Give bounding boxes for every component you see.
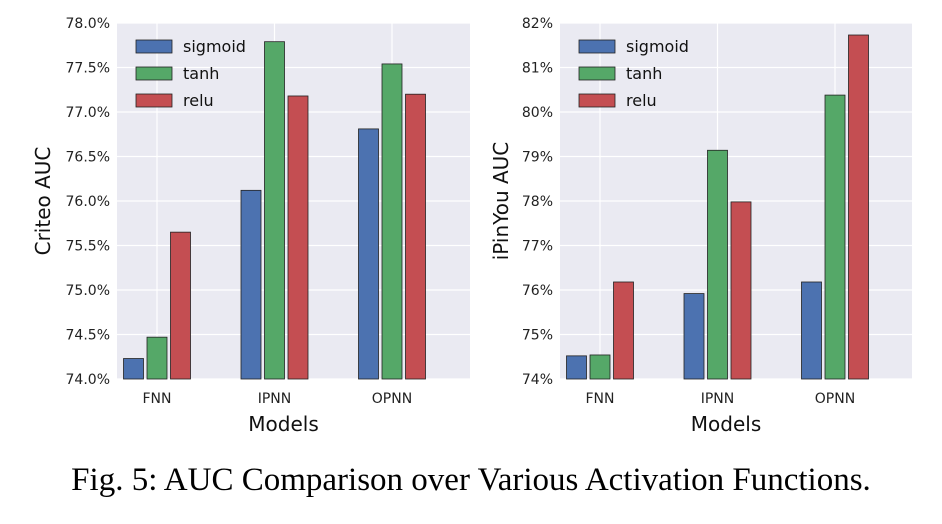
bar-relu bbox=[848, 34, 869, 380]
legend-swatch-relu bbox=[578, 93, 616, 108]
bar-tanh bbox=[707, 149, 728, 380]
y-tick-label: 78% bbox=[522, 194, 553, 210]
y-axis-label: Criteo AUC bbox=[31, 147, 55, 256]
x-tick-label: FNN bbox=[586, 391, 615, 407]
figure-caption: Fig. 5: AUC Comparison over Various Acti… bbox=[71, 462, 871, 498]
y-tick-label: 74% bbox=[522, 372, 553, 388]
bar-sigmoid bbox=[683, 293, 705, 380]
bar-sigmoid bbox=[358, 128, 379, 380]
legend-label: relu bbox=[183, 91, 214, 110]
y-tick-label: 78.0% bbox=[66, 16, 110, 32]
x-tick-label: IPNN bbox=[258, 391, 292, 407]
x-tick-label: OPNN bbox=[372, 391, 412, 407]
legend-label: tanh bbox=[626, 64, 662, 83]
y-tick-label: 79% bbox=[522, 150, 553, 166]
x-tick-label: IPNN bbox=[701, 391, 735, 407]
y-tick-label: 74.5% bbox=[66, 328, 110, 344]
x-tick-label: FNN bbox=[143, 391, 172, 407]
bar-sigmoid bbox=[123, 358, 144, 380]
y-axis-label: iPinYou AUC bbox=[489, 142, 513, 261]
x-axis-label: Models bbox=[691, 412, 761, 436]
legend-label: sigmoid bbox=[183, 37, 246, 56]
bar-sigmoid bbox=[801, 281, 822, 380]
criteo-auc-chart: 74.0% 74.5% 75.0% 75.5% 76.0% 76.5% 77.0% 77.5%… bbox=[31, 16, 470, 436]
y-tick-label: 75% bbox=[522, 328, 553, 344]
bar-tanh bbox=[381, 63, 403, 380]
legend-swatch-tanh bbox=[578, 66, 616, 81]
bar-relu bbox=[730, 201, 752, 380]
y-tick-label: 76% bbox=[522, 283, 553, 299]
bar-sigmoid bbox=[566, 355, 587, 380]
legend-swatch-sigmoid bbox=[578, 39, 616, 54]
legend-label: relu bbox=[626, 91, 657, 110]
bar-sigmoid bbox=[240, 189, 262, 380]
ipinyou-auc-chart: 74% 75% 76% 77% 78% 79% 80% 81% 82% FNN IPNN OPNN Mo… bbox=[489, 16, 912, 436]
y-tick-label: 77.0% bbox=[66, 105, 110, 121]
y-tick-label: 75.0% bbox=[66, 283, 110, 299]
y-tick-label: 81% bbox=[522, 61, 553, 77]
x-tick-label: OPNN bbox=[815, 391, 855, 407]
y-tick-label: 80% bbox=[522, 105, 553, 121]
bar-relu bbox=[287, 95, 309, 380]
bar-tanh bbox=[264, 41, 285, 380]
legend-swatch-relu bbox=[135, 93, 173, 108]
bar-tanh bbox=[146, 336, 168, 380]
bar-tanh bbox=[589, 354, 611, 380]
bar-relu bbox=[613, 281, 634, 380]
legend-swatch-sigmoid bbox=[135, 39, 173, 54]
bar-relu bbox=[170, 231, 191, 380]
legend-swatch-tanh bbox=[135, 66, 173, 81]
y-tick-label: 77% bbox=[522, 239, 553, 255]
legend-label: sigmoid bbox=[626, 37, 689, 56]
x-axis-label: Models bbox=[248, 412, 318, 436]
y-tick-label: 76.5% bbox=[66, 150, 110, 166]
y-tick-label: 82% bbox=[522, 16, 553, 32]
y-tick-label: 75.5% bbox=[66, 239, 110, 255]
y-tick-label: 77.5% bbox=[66, 61, 110, 77]
y-tick-label: 74.0% bbox=[66, 372, 110, 388]
legend-label: tanh bbox=[183, 64, 219, 83]
bar-relu bbox=[405, 93, 426, 380]
y-tick-label: 76.0% bbox=[66, 194, 110, 210]
bar-tanh bbox=[824, 94, 846, 380]
